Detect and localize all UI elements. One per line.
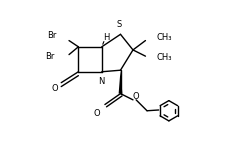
- Text: Br: Br: [47, 31, 57, 40]
- Text: O: O: [94, 109, 100, 118]
- Text: S: S: [116, 20, 121, 29]
- Text: O: O: [133, 92, 139, 101]
- Text: CH₃: CH₃: [156, 33, 172, 42]
- Text: N: N: [99, 77, 105, 86]
- Text: H: H: [103, 33, 110, 42]
- Polygon shape: [119, 70, 122, 94]
- Text: Br: Br: [46, 52, 55, 61]
- Text: O: O: [52, 84, 58, 93]
- Text: CH₃: CH₃: [156, 53, 172, 62]
